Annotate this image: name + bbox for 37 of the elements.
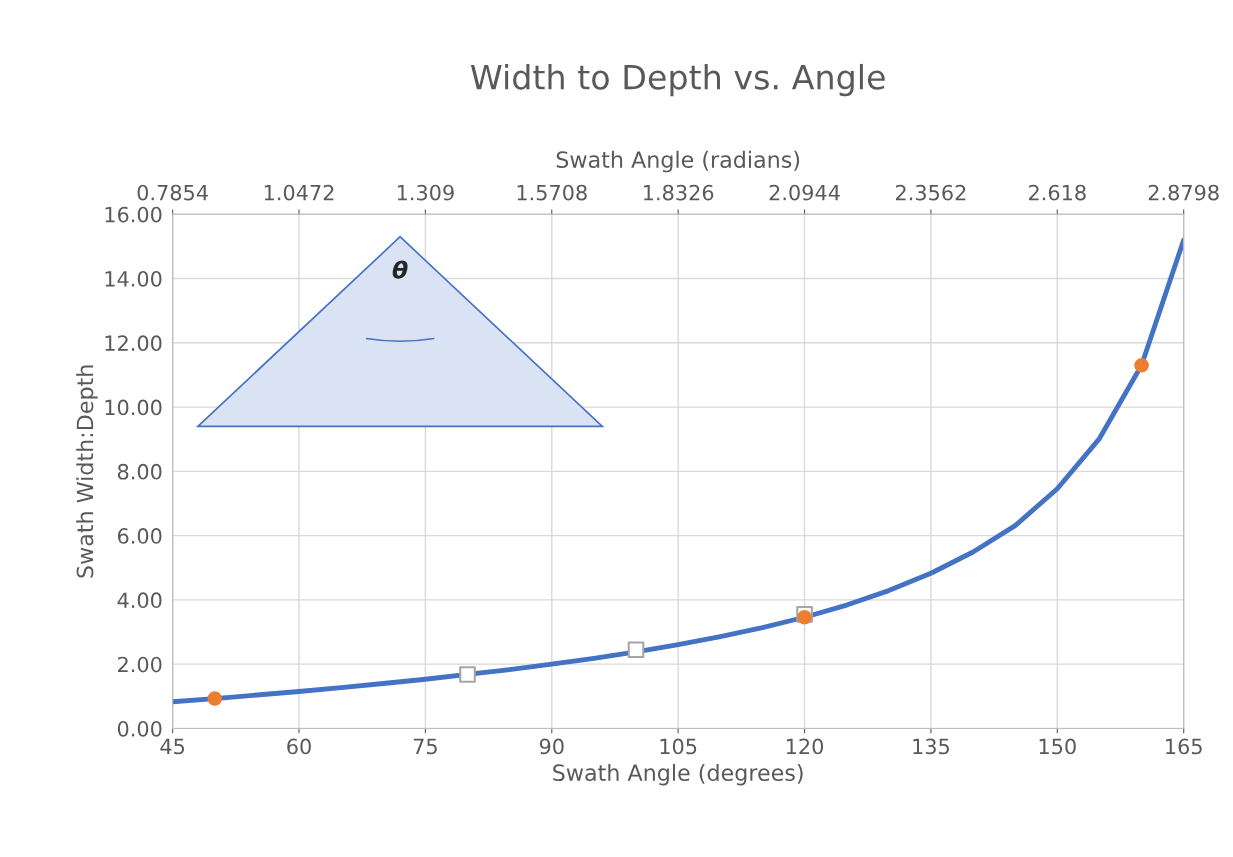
x-tick-label: 105 bbox=[660, 738, 697, 755]
x-tick-label: 150 bbox=[1039, 738, 1076, 755]
y-tick-label: 4.00 bbox=[117, 592, 162, 609]
y-tick-label: 0.00 bbox=[117, 720, 162, 737]
x-tick-label: 120 bbox=[786, 738, 824, 755]
y-tick-label: 16.00 bbox=[105, 206, 162, 223]
chart-title: Width to Depth vs. Angle bbox=[470, 63, 885, 97]
x2-tick-label: 2.3562 bbox=[895, 184, 966, 201]
x2-tick-label: 0.7854 bbox=[137, 184, 208, 201]
y-tick-label: 14.00 bbox=[105, 270, 162, 287]
x2-tick-label: 1.5708 bbox=[517, 184, 587, 201]
point bbox=[459, 666, 476, 683]
y-axis-title: Swath Width:Depth bbox=[76, 365, 98, 578]
x2-tick-label: 1.0472 bbox=[264, 184, 334, 201]
point bbox=[1134, 358, 1149, 373]
y-tick-label: 8.00 bbox=[117, 463, 162, 480]
x-tick-label: 165 bbox=[1166, 738, 1202, 755]
x2-tick-label: 1.8326 bbox=[643, 184, 714, 201]
x-tick-label: 90 bbox=[539, 738, 564, 755]
annotation: θ bbox=[392, 260, 408, 279]
x2-tick-label: 2.618 bbox=[1029, 184, 1086, 201]
x2-tick-label: 2.8798 bbox=[1148, 184, 1219, 201]
x-axis-title: Swath Angle (degrees) bbox=[553, 763, 803, 786]
y-tick-label: 12.00 bbox=[105, 335, 162, 352]
x-tick-label: 75 bbox=[413, 738, 437, 755]
x-tick-label: 45 bbox=[160, 738, 185, 755]
y-tick-label: 10.00 bbox=[105, 399, 162, 416]
y-tick-label: 6.00 bbox=[117, 528, 162, 544]
x2-tick-label: 2.0944 bbox=[769, 184, 840, 201]
x-tick-label: 135 bbox=[913, 738, 949, 755]
x2-axis-title: Swath Angle (radians) bbox=[556, 150, 800, 173]
x2-tick-label: 1.309 bbox=[397, 184, 454, 201]
line-series bbox=[172, 237, 1184, 705]
y-tick-label: 2.00 bbox=[118, 656, 162, 673]
point bbox=[207, 691, 223, 706]
x-tick-label: 60 bbox=[287, 738, 311, 755]
point bbox=[627, 641, 645, 659]
